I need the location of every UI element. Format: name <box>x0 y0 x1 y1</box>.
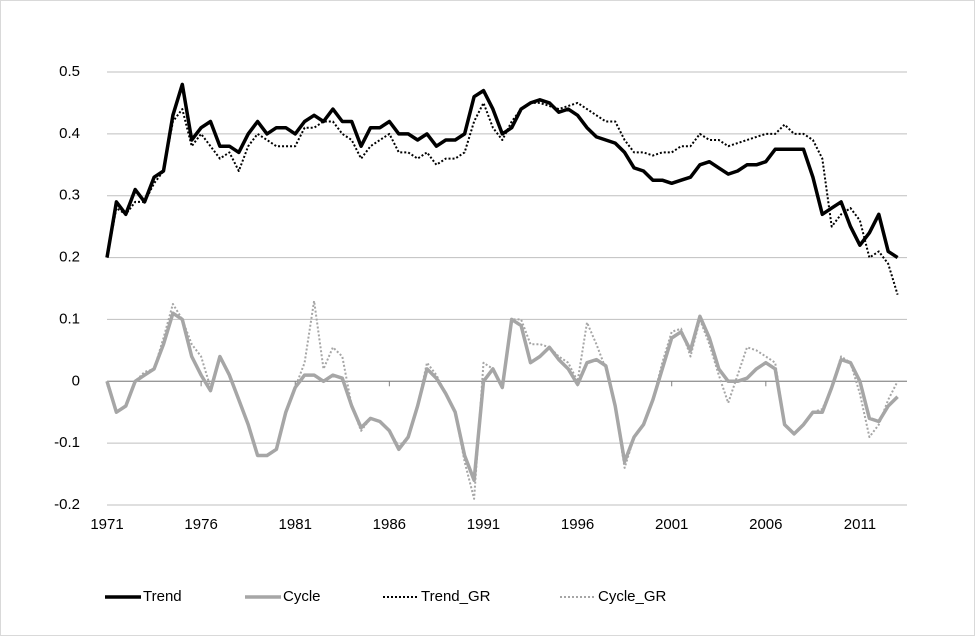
x-tick-label: 1971 <box>90 516 123 533</box>
legend-label: Cycle_GR <box>598 588 667 605</box>
y-tick-label: 0 <box>72 372 80 389</box>
x-tick-label: 2011 <box>844 516 876 533</box>
x-tick-label: 1981 <box>279 516 312 533</box>
x-tick-label: 2006 <box>749 516 782 533</box>
y-tick-label: -0.1 <box>54 434 80 451</box>
series-line <box>106 299 899 500</box>
y-tick-label: 0.5 <box>59 63 80 80</box>
y-tick-label: 0.2 <box>59 249 80 266</box>
x-tick-label: 1976 <box>184 516 217 533</box>
y-tick-label: 0.4 <box>59 125 80 142</box>
x-tick-label: 2001 <box>655 516 688 533</box>
x-tick-label: 1996 <box>561 516 594 533</box>
x-tick-label: 1991 <box>467 516 500 533</box>
legend-label: Trend <box>143 588 182 605</box>
y-tick-label: 0.3 <box>59 187 80 204</box>
y-tick-label: -0.2 <box>54 496 80 513</box>
x-tick-label: 1986 <box>373 516 406 533</box>
legend-label: Trend_GR <box>421 588 491 605</box>
legend-label: Cycle <box>283 588 321 605</box>
series-line <box>106 101 899 295</box>
series-line <box>105 82 899 260</box>
y-tick-label: 0.1 <box>59 310 80 327</box>
